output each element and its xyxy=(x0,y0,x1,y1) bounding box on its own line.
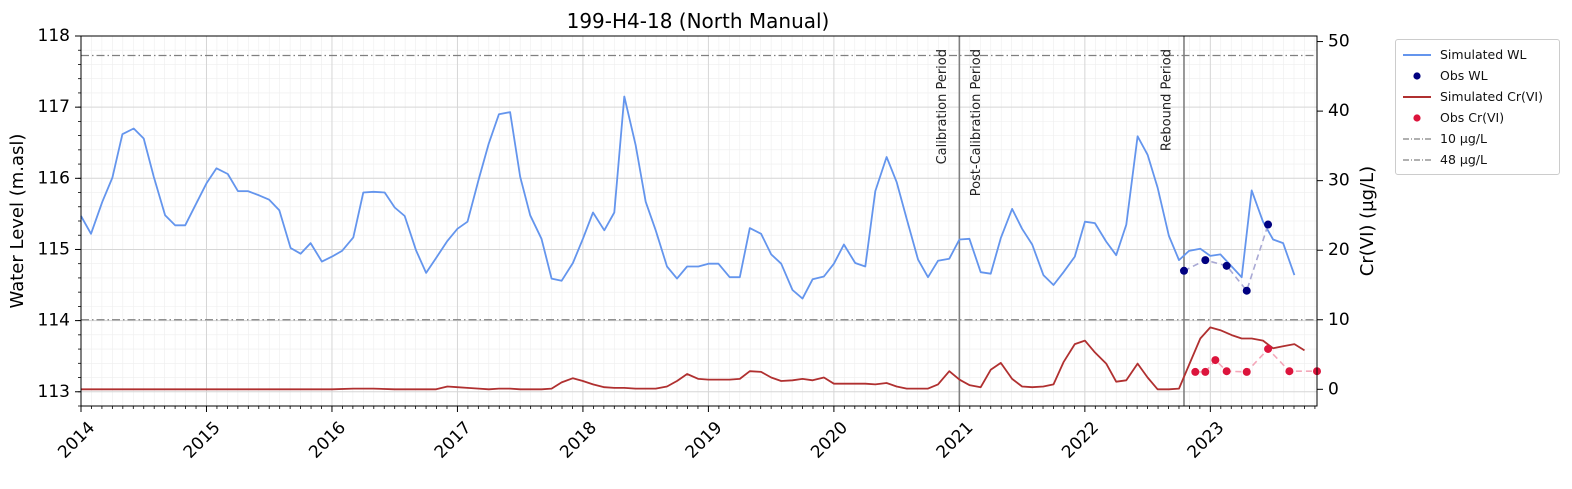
y-right-tick-label: 30 xyxy=(1328,171,1350,191)
legend: Simulated WL Obs WL Simulated Cr(VI) Obs… xyxy=(1395,39,1560,175)
data-point-obs-wl xyxy=(1201,256,1210,265)
x-tick-label: 2017 xyxy=(431,418,476,463)
x-tick-label: 2016 xyxy=(305,418,350,463)
x-tick-label: 2015 xyxy=(180,418,225,463)
data-point-obs-wl xyxy=(1242,286,1251,295)
y-axis-label-right: Cr(VI) (µg/L) xyxy=(1357,166,1378,276)
y-left-tick-label: 118 xyxy=(38,26,70,46)
x-tick-label: 2020 xyxy=(807,418,852,463)
data-point-obs-cr-vi xyxy=(1222,367,1231,376)
x-tick-label: 2021 xyxy=(933,418,978,463)
axes: 2014 2015 2016 2017 2018 2019 2020 2021 2022 2023… xyxy=(38,26,1350,463)
y-right-tick-label: 0 xyxy=(1328,379,1339,399)
y-right-tick-label: 20 xyxy=(1328,240,1350,260)
reference-lines xyxy=(81,54,1317,321)
legend-item-obs-cr: Obs Cr(VI) xyxy=(1396,108,1559,129)
period-label: Post-Calibration Period xyxy=(969,49,984,196)
legend-item-10-ugl: 10 µg/L xyxy=(1396,129,1559,150)
y-left-tick-label: 115 xyxy=(38,239,70,259)
legend-label: Simulated Cr(VI) xyxy=(1440,89,1543,104)
x-tick-label: 2019 xyxy=(682,418,727,463)
legend-swatch-obs-cr xyxy=(1413,114,1421,122)
x-tick-label: 2023 xyxy=(1184,418,1229,463)
legend-swatch-10-ugl xyxy=(1403,138,1431,140)
period-markers: Calibration Period Post-Calibration Perio… xyxy=(935,36,1185,406)
data-point-obs-cr-vi xyxy=(1211,356,1220,365)
y-left-tick-label: 117 xyxy=(38,97,70,117)
data-point-obs-cr-vi xyxy=(1242,367,1251,376)
data-point-obs-cr-vi xyxy=(1191,367,1200,376)
legend-swatch-48-ugl xyxy=(1403,159,1431,161)
period-label: Rebound Period xyxy=(1159,49,1174,151)
y-right-tick-label: 50 xyxy=(1328,32,1350,52)
series-line-simulated-cr-vi xyxy=(81,326,1305,391)
data-point-obs-cr-vi xyxy=(1285,367,1294,376)
legend-item-48-ugl: 48 µg/L xyxy=(1396,150,1559,171)
y-right-tick-label: 10 xyxy=(1328,310,1350,330)
chart-title: 199-H4-18 (North Manual) xyxy=(567,9,830,33)
x-tick-label: 2022 xyxy=(1058,418,1103,463)
y-axis-label-left: Water Level (m.asl) xyxy=(7,134,28,309)
legend-label: Simulated WL xyxy=(1440,47,1527,62)
legend-label: 48 µg/L xyxy=(1440,152,1487,167)
legend-item-simulated-wl: Simulated WL xyxy=(1396,45,1559,66)
y-left-tick-label: 116 xyxy=(38,168,70,188)
legend-item-obs-wl: Obs WL xyxy=(1396,66,1559,87)
y-right-tick-label: 40 xyxy=(1328,101,1350,121)
x-tick-label: 2014 xyxy=(54,418,99,463)
legend-swatch-simulated-wl xyxy=(1403,54,1431,56)
data-point-obs-wl xyxy=(1264,220,1273,229)
legend-label: 10 µg/L xyxy=(1440,131,1487,146)
data-point-obs-cr-vi xyxy=(1264,344,1273,353)
series-line-simulated-wl xyxy=(80,95,1296,300)
x-tick-label: 2018 xyxy=(556,418,601,463)
y-left-tick-label: 114 xyxy=(38,311,70,331)
legend-item-simulated-cr: Simulated Cr(VI) xyxy=(1396,87,1559,108)
legend-swatch-obs-wl xyxy=(1413,72,1421,80)
legend-label: Obs Cr(VI) xyxy=(1440,110,1505,125)
data-point-obs-wl xyxy=(1179,266,1188,275)
series-connector-obs-wl xyxy=(1183,224,1269,293)
grid xyxy=(80,35,1317,407)
data-point-obs-wl xyxy=(1222,261,1231,270)
legend-label: Obs WL xyxy=(1440,68,1488,83)
y-left-tick-label: 113 xyxy=(38,382,70,402)
series xyxy=(80,95,1321,391)
period-label: Calibration Period xyxy=(935,49,950,164)
legend-swatch-simulated-cr xyxy=(1403,96,1431,98)
data-point-obs-cr-vi xyxy=(1201,367,1210,376)
